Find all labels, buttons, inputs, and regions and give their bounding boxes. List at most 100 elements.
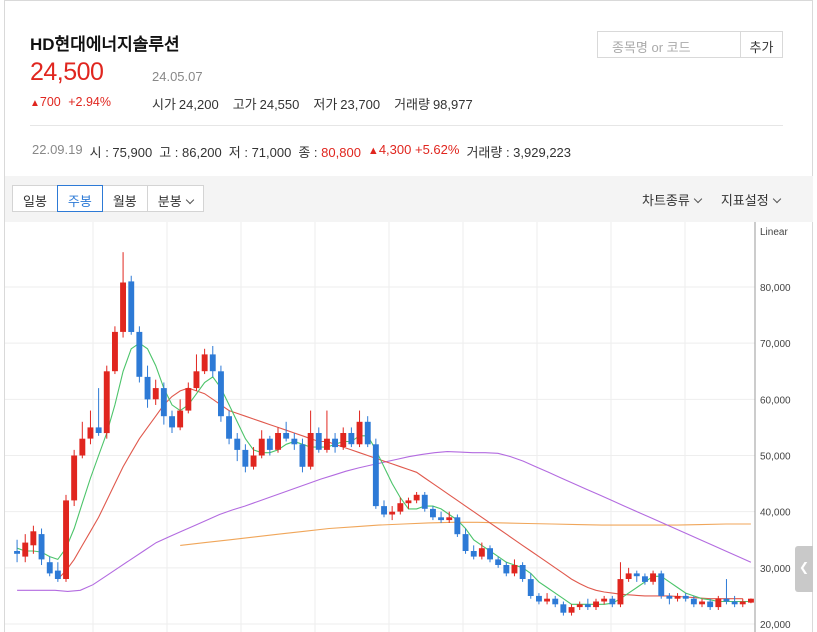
chart-type-menu[interactable]: 차트종류 bbox=[642, 190, 703, 209]
candle-body bbox=[421, 494, 428, 509]
candle-body bbox=[79, 438, 86, 456]
candle-body bbox=[625, 573, 632, 579]
candle-body bbox=[658, 573, 665, 596]
candle-body bbox=[71, 455, 78, 501]
chart-menus: 차트종류 지표설정 bbox=[642, 190, 781, 209]
candle-body bbox=[95, 427, 102, 433]
y-tick-label: 60,000 bbox=[760, 395, 791, 406]
candle-body bbox=[487, 548, 493, 560]
price-chart[interactable]: Linear 80,000 70,000 60,000 50,000 40,000 30,0… bbox=[5, 222, 813, 632]
candle-body bbox=[495, 559, 502, 565]
candle-body bbox=[63, 500, 69, 579]
current-price: 24,500 bbox=[30, 58, 104, 86]
candle-body bbox=[690, 598, 697, 605]
tab-weekly[interactable]: 주봉 bbox=[56, 185, 103, 212]
tab-minute[interactable]: 분봉 bbox=[146, 185, 204, 212]
candle-body bbox=[324, 438, 330, 450]
ma120-line bbox=[180, 521, 751, 546]
price-date: 24.05.07 bbox=[152, 69, 203, 84]
candle-body bbox=[568, 607, 575, 613]
chevron-down-icon bbox=[185, 195, 194, 205]
tab-monthly[interactable]: 월봉 bbox=[101, 185, 148, 212]
candle-body bbox=[128, 281, 135, 332]
candle-body bbox=[266, 438, 273, 450]
add-button[interactable]: 추가 bbox=[741, 31, 783, 58]
period-tabs: 일봉 주봉 월봉 분봉 bbox=[12, 185, 204, 212]
candle-body bbox=[364, 421, 371, 445]
candle-body bbox=[536, 595, 542, 602]
candle-body bbox=[397, 503, 404, 512]
candle-body bbox=[242, 449, 249, 467]
candle-body bbox=[193, 371, 200, 389]
candle-body bbox=[54, 570, 61, 579]
change-value: 700 bbox=[39, 95, 61, 109]
tab-daily[interactable]: 일봉 bbox=[12, 185, 58, 212]
candle-body bbox=[633, 573, 640, 577]
candle-body bbox=[218, 371, 224, 417]
chevron-down-icon bbox=[693, 194, 703, 204]
change-percent: +2.94% bbox=[68, 95, 111, 109]
candle-body bbox=[291, 438, 298, 445]
hover-open: 75,900 bbox=[112, 145, 153, 160]
y-tick-label: 30,000 bbox=[760, 564, 791, 575]
candle-body bbox=[413, 494, 420, 501]
candle-body bbox=[674, 595, 681, 599]
candle-body bbox=[14, 551, 20, 554]
candle-body bbox=[283, 433, 290, 439]
candle-body bbox=[731, 601, 738, 605]
candle-body bbox=[642, 576, 648, 582]
candle-body bbox=[160, 388, 167, 417]
scale-label: Linear bbox=[760, 227, 788, 238]
candle-body bbox=[682, 595, 689, 599]
chevron-down-icon bbox=[772, 194, 781, 204]
divider bbox=[30, 125, 783, 126]
candle-body bbox=[405, 500, 412, 504]
candle-body bbox=[584, 604, 591, 608]
candle-body bbox=[258, 438, 265, 456]
stat-volume: 거래량 98,977 bbox=[394, 97, 473, 112]
stat-high: 고가 24,550 bbox=[232, 97, 300, 112]
candle-body bbox=[723, 598, 730, 602]
stock-search-input[interactable]: 종목명 or 코드 bbox=[597, 31, 741, 58]
candle-body bbox=[226, 416, 232, 439]
ma60-line bbox=[17, 451, 752, 592]
candle-body bbox=[372, 444, 379, 507]
candle-body bbox=[511, 565, 518, 574]
y-tick-label: 70,000 bbox=[760, 339, 791, 350]
candle-body bbox=[120, 282, 126, 332]
panel-toggle-handle[interactable]: ❮ bbox=[795, 546, 813, 592]
candle-body bbox=[332, 438, 338, 448]
candle-body bbox=[601, 598, 608, 602]
y-tick-label: 50,000 bbox=[760, 452, 791, 463]
candle-body bbox=[739, 601, 746, 605]
hover-change-pct: +5.62% bbox=[414, 142, 460, 157]
candle-body bbox=[748, 598, 754, 603]
candle-body bbox=[38, 534, 45, 560]
candle-body bbox=[152, 388, 159, 400]
candle-body bbox=[340, 433, 347, 447]
hover-close: 80,800 bbox=[321, 145, 361, 160]
up-arrow-icon: ▲ bbox=[367, 145, 379, 157]
candle-body bbox=[169, 416, 175, 428]
candle-body bbox=[438, 517, 444, 521]
candle-body bbox=[136, 331, 143, 377]
candle-body bbox=[103, 371, 110, 434]
candle-body bbox=[430, 508, 436, 518]
chevron-left-icon: ❮ bbox=[798, 560, 810, 574]
y-tick-label: 20,000 bbox=[760, 620, 791, 631]
candle-body bbox=[699, 601, 705, 605]
stock-name: HD현대에너지솔루션 bbox=[30, 35, 180, 54]
candle-body bbox=[381, 506, 387, 515]
hover-candle-info: 22.09.19 시 : 75,900 고 : 86,200 저 : 71,00… bbox=[32, 142, 572, 160]
candle-body bbox=[46, 562, 53, 574]
candle-body bbox=[462, 534, 469, 551]
candle-body bbox=[177, 410, 184, 428]
candle-body bbox=[593, 601, 599, 608]
stat-low: 저가 23,700 bbox=[313, 97, 381, 112]
candle-body bbox=[22, 542, 29, 557]
hover-low: 71,000 bbox=[251, 145, 292, 160]
stock-widget-frame bbox=[4, 0, 813, 632]
indicator-settings-menu[interactable]: 지표설정 bbox=[721, 190, 781, 209]
candle-body bbox=[707, 601, 714, 608]
candle-body bbox=[552, 598, 559, 605]
